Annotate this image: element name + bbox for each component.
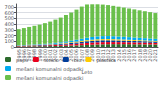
svg-text:2004: 2004	[63, 49, 69, 62]
svg-text:mešani komunalni odpadki: mešani komunalni odpadki	[16, 75, 85, 82]
svg-text:0: 0	[11, 44, 14, 50]
svg-text:2016: 2016	[126, 49, 133, 62]
svg-text:plastika: plastika	[96, 57, 115, 64]
svg-text:400: 400	[4, 21, 14, 27]
svg-text:300: 300	[4, 27, 14, 33]
svg-text:600: 600	[4, 10, 14, 16]
svg-text:papir: papir	[16, 57, 30, 64]
svg-text:2017: 2017	[131, 49, 138, 62]
svg-text:steklo: steklo	[44, 57, 59, 63]
svg-text:100: 100	[4, 38, 14, 44]
svg-text:2018: 2018	[136, 49, 143, 62]
svg-text:2005: 2005	[68, 49, 75, 62]
svg-text:Leto: Leto	[81, 69, 93, 76]
svg-text:200: 200	[4, 33, 14, 39]
svg-text:2021: 2021	[152, 49, 158, 62]
svg-text:500: 500	[4, 15, 14, 21]
svg-text:2020: 2020	[147, 49, 154, 62]
svg-text:mešani komunalni odpadki: mešani komunalni odpadki	[16, 66, 83, 73]
svg-text:2015: 2015	[120, 49, 127, 62]
svg-text:2014: 2014	[115, 49, 122, 62]
svg-text:bio: bio	[74, 57, 82, 63]
svg-text:2019: 2019	[141, 49, 148, 62]
svg-text:700: 700	[4, 4, 14, 10]
